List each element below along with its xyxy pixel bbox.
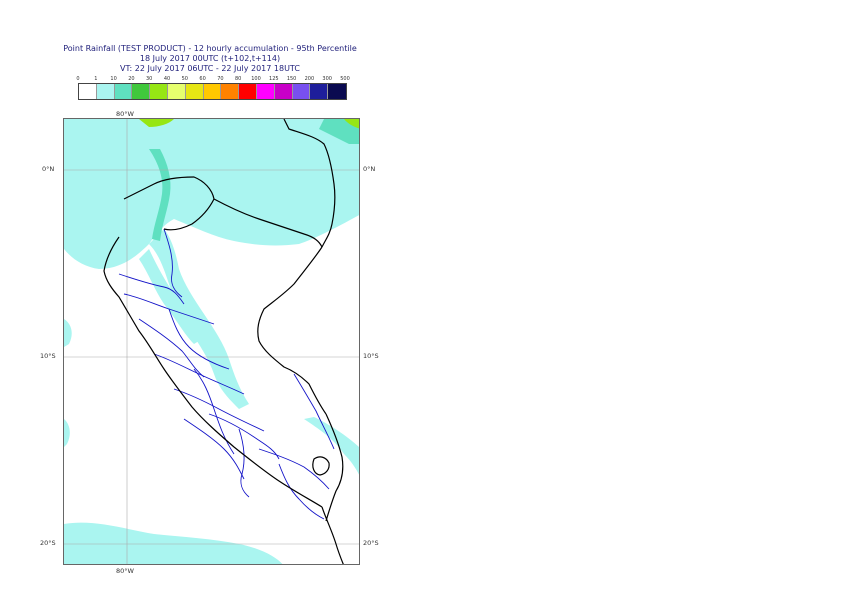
header-line-1: Point Rainfall (TEST PRODUCT) - 12 hourl…	[63, 44, 357, 53]
border-venezuela	[283, 119, 336, 248]
lat-label-right-2: 20°S	[363, 539, 379, 547]
rain-area-west-spots	[64, 319, 72, 447]
lat-label-right-0: 0°N	[363, 165, 376, 173]
rain-area-north-band	[149, 149, 171, 241]
border-bolivia	[325, 413, 344, 522]
border-brazil	[257, 246, 327, 415]
legend-tick-label: 125	[269, 76, 279, 82]
legend-tick-label: 1	[94, 76, 98, 82]
legend-tick-label: 150	[286, 76, 297, 82]
legend-swatch	[114, 84, 133, 99]
legend-tick-label: 60	[199, 76, 206, 82]
legend-tick-label: 300	[322, 76, 332, 82]
legend-tick-label: 70	[217, 76, 224, 82]
header-line-3: VT: 22 July 2017 06UTC - 22 July 2017 18…	[120, 64, 300, 73]
coastline-peru	[103, 236, 323, 508]
legend-tick-label: 200	[304, 76, 315, 82]
legend-swatch	[79, 84, 97, 99]
legend-tick-label: 80	[235, 76, 242, 82]
lon-label-top: 80°W	[116, 110, 134, 118]
legend-tick-label: 500	[340, 76, 350, 82]
border-chile	[321, 506, 344, 564]
legend-tick-label: 40	[163, 76, 171, 82]
rain-area-sw-ocean	[64, 522, 283, 564]
legend-swatch	[274, 84, 293, 99]
border-ecuador	[123, 176, 215, 231]
legend-tick-label: 10	[110, 76, 117, 82]
country-borders	[103, 119, 344, 564]
lon-label-bottom: 80°W	[116, 567, 134, 575]
rain-area-ne-yellow	[344, 119, 359, 129]
header-line-2: 18 July 2017 00UTC (t+102,t+114)	[139, 54, 281, 63]
legend-swatch	[150, 84, 168, 99]
border-colombia	[213, 198, 323, 248]
legend-swatch	[132, 84, 151, 99]
legend-swatch	[185, 84, 204, 99]
legend-swatch	[203, 84, 222, 99]
lake-titicaca	[312, 456, 330, 476]
legend-ticks: 0 1 10 20 30 40 50 60 70 80 100 125 150 200 300 500	[70, 76, 360, 84]
rainfall-shading	[64, 119, 359, 564]
lat-label-left-2: 20°S	[40, 539, 56, 547]
legend-tick-label: 100	[251, 76, 261, 82]
rain-area-ne-green	[319, 119, 359, 144]
rain-area-southeast	[304, 417, 359, 475]
rainfall-map	[63, 118, 360, 565]
legend-tick-label: 0	[76, 76, 80, 82]
legend-swatch	[167, 84, 186, 99]
rain-area-north-ocean	[64, 119, 359, 269]
legend-swatch	[256, 84, 275, 99]
legend-swatch	[239, 84, 257, 99]
graticule	[64, 119, 359, 564]
lat-label-left-1: 10°S	[40, 352, 56, 360]
rain-area-andes-belt	[139, 249, 202, 344]
color-legend	[78, 83, 347, 100]
map-canvas	[64, 119, 359, 564]
legend-swatch	[310, 84, 329, 99]
legend-tick-label: 50	[181, 76, 188, 82]
legend-tick-label: 20	[128, 76, 135, 82]
legend-swatch	[96, 84, 115, 99]
rain-area-north-yellow	[139, 119, 174, 127]
legend-swatch	[292, 84, 311, 99]
lat-label-right-1: 10°S	[363, 352, 379, 360]
legend-tick-label: 30	[146, 76, 153, 82]
lat-label-left-0: 0°N	[42, 165, 55, 173]
legend-swatch	[221, 84, 240, 99]
legend-swatch	[328, 84, 346, 99]
